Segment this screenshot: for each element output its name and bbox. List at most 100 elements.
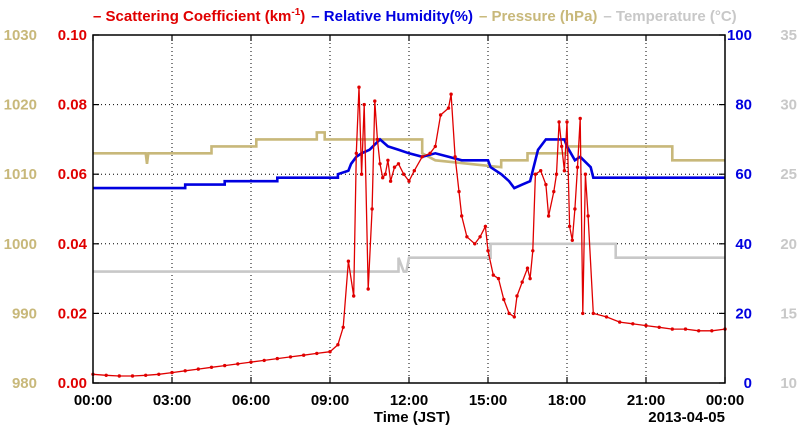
scattering-point bbox=[483, 224, 488, 229]
scattering-point bbox=[420, 155, 424, 159]
humidity-tick-label: 0 bbox=[744, 375, 752, 392]
scattering-point bbox=[341, 325, 345, 329]
scattering-point bbox=[683, 327, 688, 331]
pressure-tick-label: 1000 bbox=[4, 236, 37, 253]
scattering-point bbox=[557, 120, 561, 124]
scattering-point bbox=[562, 169, 567, 173]
scattering-point bbox=[644, 323, 648, 328]
scattering-tick-label: 0.04 bbox=[58, 236, 88, 253]
scattering-point bbox=[520, 280, 524, 284]
scattering-point bbox=[554, 172, 559, 176]
scattering-point bbox=[373, 99, 377, 103]
scattering-point bbox=[157, 372, 161, 376]
scattering-point bbox=[370, 207, 374, 211]
scattering-point bbox=[117, 374, 122, 378]
scattering-point bbox=[196, 367, 200, 371]
scattering-point bbox=[352, 294, 356, 298]
scattering-point bbox=[502, 297, 506, 302]
legend-item-0-superscript: -1 bbox=[291, 7, 300, 18]
scattering-point bbox=[407, 179, 411, 183]
temperature-tick-label: 35 bbox=[780, 27, 797, 44]
scattering-point bbox=[618, 320, 622, 324]
legend-item-0-suffix: ) bbox=[300, 8, 305, 25]
scattering-point bbox=[359, 172, 364, 176]
scattering-point bbox=[581, 311, 585, 316]
scattering-point bbox=[631, 322, 635, 326]
scattering-tick-label: 0.02 bbox=[58, 305, 87, 322]
scattering-point bbox=[560, 144, 564, 149]
scattering-point bbox=[130, 374, 135, 378]
scattering-point bbox=[402, 172, 406, 176]
scattering-point bbox=[657, 325, 661, 329]
temperature-tick-label: 10 bbox=[780, 375, 797, 392]
humidity-tick-label: 100 bbox=[727, 27, 752, 44]
scattering-point bbox=[375, 137, 380, 142]
x-tick-label: 03:00 bbox=[153, 392, 191, 409]
x-tick-label: 18:00 bbox=[548, 392, 586, 409]
scattering-point bbox=[302, 353, 306, 357]
scattering-point bbox=[328, 350, 332, 354]
x-tick-label: 21:00 bbox=[627, 392, 665, 409]
x-tick-label: 09:00 bbox=[311, 392, 349, 409]
legend-item-3: – Temperature (°C) bbox=[603, 8, 736, 25]
scattering-tick-label: 0.10 bbox=[58, 27, 87, 44]
scattering-point bbox=[460, 214, 464, 218]
pressure-tick-label: 1020 bbox=[4, 97, 37, 114]
pressure-tick-label: 1010 bbox=[4, 166, 37, 183]
scattering-point bbox=[552, 189, 556, 194]
x-tick-label: 12:00 bbox=[390, 392, 428, 409]
scattering-point bbox=[670, 327, 674, 331]
temperature-tick-label: 20 bbox=[780, 236, 797, 253]
x-ticks: 00:00 03:00 06:00 09:00 12:00 15:00 18:00 21:00… bbox=[74, 35, 744, 409]
temperature-tick-label: 25 bbox=[780, 166, 797, 183]
scattering-point bbox=[381, 176, 385, 180]
scattering-point bbox=[183, 369, 187, 373]
humidity-tick-label: 40 bbox=[735, 236, 752, 253]
scattering-point bbox=[354, 151, 358, 155]
scattering-point bbox=[315, 351, 319, 356]
scattering-point bbox=[473, 242, 477, 246]
pressure-tick-label: 990 bbox=[12, 305, 37, 322]
scattering-point bbox=[565, 120, 569, 124]
scattering-point bbox=[275, 356, 279, 361]
humidity-tick-label: 20 bbox=[735, 305, 752, 322]
scattering-point bbox=[586, 214, 590, 218]
scattering-point bbox=[546, 214, 551, 218]
legend-item-2: – Pressure (hPa) bbox=[479, 8, 597, 25]
scattering-point bbox=[531, 249, 535, 253]
scattering-point bbox=[236, 362, 240, 366]
pressure-tick-label: 1030 bbox=[4, 27, 37, 44]
scattering-point bbox=[386, 158, 390, 162]
series-humidity bbox=[93, 137, 725, 190]
scattering-point bbox=[465, 235, 469, 239]
scattering-point bbox=[428, 151, 432, 155]
pressure-axis-ticks: 980 990 1000 1010 1020 1030 bbox=[4, 27, 37, 392]
temperature-line bbox=[93, 242, 725, 273]
date-label: 2013-04-05 bbox=[648, 409, 725, 426]
scattering-point bbox=[449, 92, 453, 96]
scattering-point bbox=[392, 165, 397, 169]
scattering-point bbox=[104, 373, 108, 377]
x-axis-label: Time (JST) bbox=[374, 409, 450, 426]
x-tick-label: 15:00 bbox=[469, 392, 507, 409]
legend-item-1: – Relative Humidity(%) bbox=[311, 8, 473, 25]
scattering-point bbox=[575, 165, 580, 169]
scattering-point bbox=[288, 355, 293, 359]
scattering-point bbox=[697, 329, 701, 333]
scattering-tick-label: 0.08 bbox=[58, 97, 87, 114]
scattering-point bbox=[388, 179, 393, 183]
legend-item-0: – Scattering Coefficient (km bbox=[93, 8, 291, 25]
scattering-point bbox=[496, 276, 501, 281]
x-tick-label: 00:00 bbox=[706, 392, 744, 409]
scattering-point bbox=[533, 172, 538, 176]
x-tick-label: 06:00 bbox=[232, 392, 270, 409]
temperature-tick-label: 30 bbox=[780, 97, 797, 114]
scattering-tick-label: 0.06 bbox=[58, 166, 87, 183]
scattering-point bbox=[396, 162, 401, 166]
scattering-point bbox=[262, 358, 266, 363]
scattering-point bbox=[446, 106, 451, 110]
scattering-point bbox=[438, 113, 443, 117]
scattering-point bbox=[378, 162, 382, 166]
scattering-point bbox=[604, 315, 609, 319]
scattering-line bbox=[92, 87, 726, 377]
